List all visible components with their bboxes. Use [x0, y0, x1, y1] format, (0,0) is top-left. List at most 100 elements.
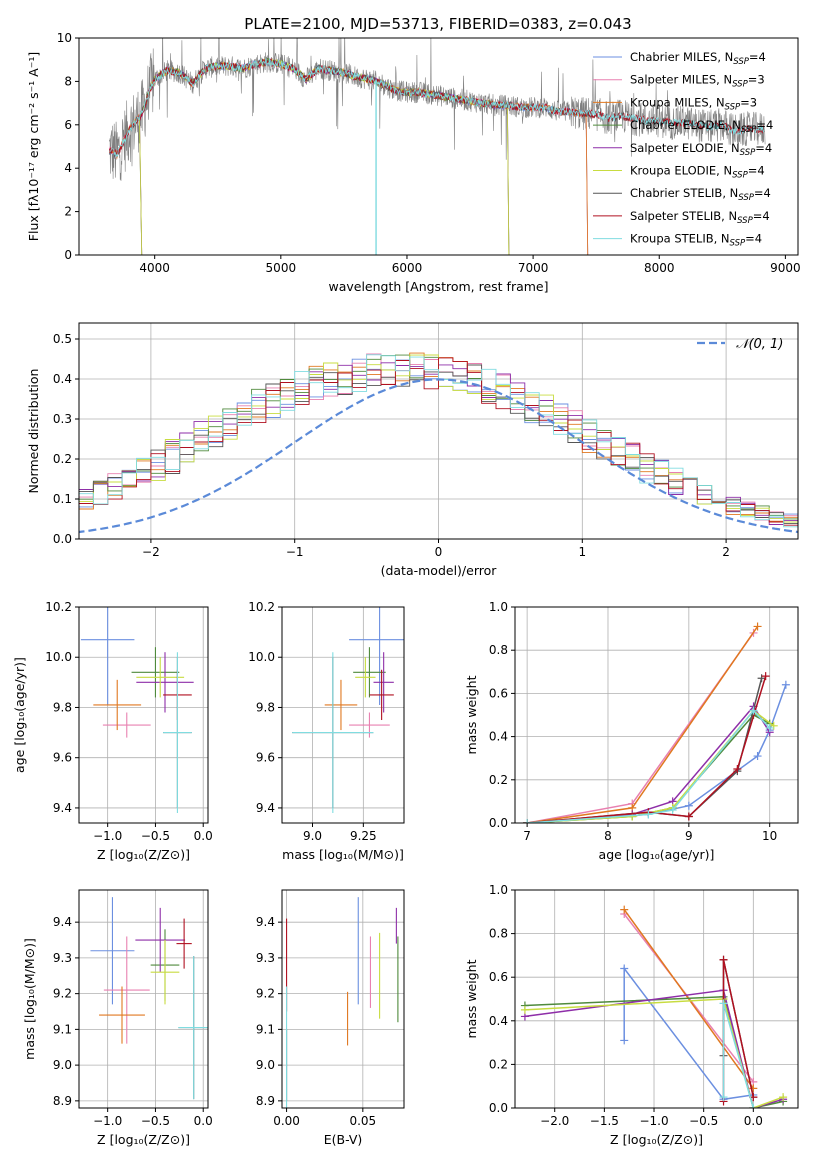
x-tick-label: 9.0 — [303, 829, 322, 843]
plus-marker — [753, 752, 762, 761]
x-tick-label: 8000 — [644, 261, 675, 275]
figure-title: PLATE=2100, MJD=53713, FIBERID=0383, z=0… — [244, 15, 631, 33]
histogram-series — [79, 354, 798, 539]
x-tick-label: 6000 — [392, 261, 423, 275]
mass-weight-line — [527, 675, 767, 823]
mass-weight-line — [524, 989, 784, 1108]
y-tick-label: 2 — [64, 205, 72, 219]
y-tick-label: 0.2 — [489, 773, 508, 787]
y-tick-label: 0.6 — [489, 970, 508, 984]
x-tick-label: 9000 — [770, 261, 801, 275]
x-tick-label: −1.5 — [590, 1114, 619, 1128]
y-tick-label: 9.1 — [53, 1022, 72, 1036]
plus-marker — [765, 723, 774, 732]
axes: −2 −1 0 1 2 0.0 0.1 0.2 0.3 0.4 0.5 (data-model)/er… — [26, 322, 799, 578]
errorbar-point — [93, 679, 142, 731]
y-tick-label: 9.3 — [256, 951, 275, 965]
plus-marker — [749, 1104, 758, 1108]
axes-frame — [78, 606, 209, 824]
panel-3: 9.0 9.25 9.4 9.6 9.8 10.0 10.2 mass [log₁₀(M/M⊙… — [248, 600, 405, 862]
plus-marker — [779, 1093, 788, 1102]
errorbar-point — [80, 607, 135, 705]
errorbar-point — [373, 652, 394, 713]
x-tick-label: −1.0 — [93, 1114, 122, 1128]
errorbar-point — [176, 918, 192, 969]
panel-2: −1.0 −0.5 0.0 9.4 9.6 9.8 10.0 10.2 Z [log₁₀(Z/Z… — [12, 600, 213, 862]
plus-marker — [719, 1093, 728, 1102]
y-tick-label: 0 — [64, 248, 72, 262]
y-tick-label: 9.4 — [256, 915, 275, 929]
plot-area — [292, 607, 404, 813]
y-tick-label: 9.8 — [256, 700, 275, 714]
y-tick-label: 0.4 — [489, 1014, 508, 1028]
x-axis-label: Z [log₁₀(Z/Z⊙)] — [610, 1132, 703, 1147]
legend-entry: Chabrier STELIB, NSSP=4 — [630, 186, 771, 203]
x-tick-label: 9.25 — [350, 829, 377, 843]
y-tick-label: 9.0 — [53, 1058, 72, 1072]
plus-marker — [620, 1036, 629, 1045]
y-axis-label: mass weight — [464, 675, 479, 754]
mass-weight-line — [527, 678, 763, 823]
errorbar-point — [324, 679, 358, 731]
x-tick-label: −2.0 — [540, 1114, 569, 1128]
y-tick-label: 8 — [64, 74, 72, 88]
errorbar-point — [150, 940, 180, 1005]
errorbar-point — [90, 897, 135, 1005]
axes: −1.0 −0.5 0.0 8.9 9.0 9.1 9.2 9.3 9.4 Z [log₁₀(Z/… — [22, 889, 213, 1147]
histogram-series — [79, 362, 798, 539]
legend-entry: Salpeter MILES, NSSP=3 — [630, 73, 765, 90]
y-tick-label: 8.9 — [256, 1094, 275, 1108]
plus-marker — [684, 801, 693, 810]
y-tick-label: 0.0 — [53, 532, 72, 546]
x-tick-label: 0.05 — [349, 1114, 376, 1128]
plus-marker — [761, 672, 770, 681]
gaussian-curve — [79, 378, 798, 534]
y-tick-label: 9.2 — [53, 987, 72, 1001]
x-tick-label: 0.0 — [194, 1114, 213, 1128]
y-tick-label: 0.4 — [489, 730, 508, 744]
x-tick-label: 10 — [762, 829, 777, 843]
x-tick-label: 9 — [685, 829, 693, 843]
legend-entry: Chabrier MILES, NSSP=4 — [630, 50, 766, 67]
panel-4: 7 8 9 10 0.0 0.2 0.4 0.6 0.8 1.0 age [log₁₀(age/yr… — [464, 600, 799, 862]
errorbar-point — [163, 652, 192, 813]
x-tick-label: 0.00 — [273, 1114, 300, 1128]
y-tick-label: 0.8 — [489, 643, 508, 657]
y-tick-label: 0.2 — [489, 1057, 508, 1071]
x-tick-label: −1.0 — [639, 1114, 668, 1128]
plus-marker — [520, 1005, 529, 1014]
plus-marker — [523, 819, 532, 823]
y-tick-label: 6 — [64, 118, 72, 132]
plus-marker — [668, 806, 677, 815]
errorbar-point — [102, 712, 151, 738]
y-tick-label: 9.3 — [53, 951, 72, 965]
y-tick-label: 10.0 — [45, 650, 72, 664]
y-tick-label: 9.6 — [256, 751, 275, 765]
legend-entry: Kroupa MILES, NSSP=3 — [630, 95, 757, 112]
mass-weight-line — [527, 684, 787, 823]
mass-weight-line — [722, 1003, 755, 1108]
mass-weight-line — [527, 709, 775, 823]
y-tick-label: 1.0 — [489, 883, 508, 897]
y-axis-label: mass [log₁₀(M/M⊙)] — [22, 938, 37, 1060]
axes: 0.00 0.05 8.9 9.0 9.1 9.2 9.3 9.4 E(B-V) — [256, 889, 405, 1147]
plus-marker — [620, 964, 629, 973]
axes-frame — [281, 889, 405, 1109]
x-axis-label: (data-model)/error — [381, 563, 498, 578]
y-tick-label: 10.2 — [248, 600, 275, 614]
axes: −1.0 −0.5 0.0 9.4 9.6 9.8 10.0 10.2 Z [log₁₀(Z/Z… — [12, 600, 213, 862]
histogram-series — [79, 354, 798, 539]
x-tick-label: 1 — [578, 545, 586, 559]
x-tick-label: 0.0 — [744, 1114, 763, 1128]
panel-0: 4000 5000 6000 7000 8000 9000 0 2 4 6 8 10 wavelengt… — [26, 31, 801, 294]
x-tick-label: 0 — [435, 545, 443, 559]
y-tick-label: 0.0 — [489, 816, 508, 830]
mass-weight-line — [526, 632, 755, 823]
x-axis-label: E(B-V) — [324, 1132, 363, 1147]
legend-entry: Kroupa ELODIE, NSSP=4 — [630, 164, 765, 181]
x-tick-label: −0.5 — [141, 1114, 170, 1128]
y-tick-label: 0.3 — [53, 412, 72, 426]
panel-7: −2.0 −1.5 −1.0 −0.5 0.0 0.0 0.2 0.4 0.6 0.8 1.0 Z [… — [464, 883, 799, 1147]
panel-5: −1.0 −0.5 0.0 8.9 9.0 9.1 9.2 9.3 9.4 Z [log₁₀(Z/… — [22, 889, 213, 1147]
